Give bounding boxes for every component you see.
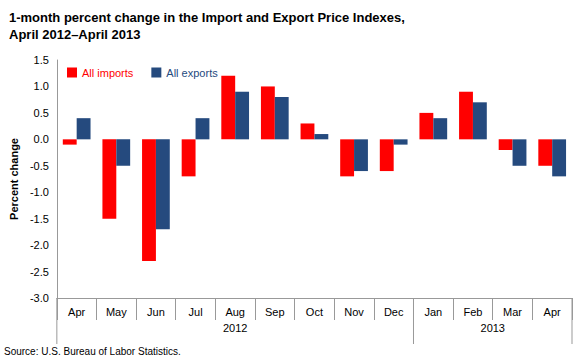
svg-text:Percent change: Percent change <box>8 138 20 220</box>
svg-text:2013: 2013 <box>481 322 505 334</box>
svg-text:Nov: Nov <box>344 306 364 318</box>
svg-text:Oct: Oct <box>306 306 323 318</box>
svg-text:Jun: Jun <box>147 306 165 318</box>
svg-text:0.5: 0.5 <box>34 107 49 119</box>
svg-text:-2.0: -2.0 <box>30 239 49 251</box>
svg-text:Jan: Jan <box>424 306 442 318</box>
svg-text:Feb: Feb <box>463 306 482 318</box>
svg-text:-1.5: -1.5 <box>30 213 49 225</box>
svg-text:-2.5: -2.5 <box>30 266 49 278</box>
svg-text:Sep: Sep <box>265 306 285 318</box>
svg-text:1.0: 1.0 <box>34 80 49 92</box>
svg-text:Apr: Apr <box>544 306 561 318</box>
svg-text:1-month percent change in the: 1-month percent change in the Import and… <box>9 10 405 25</box>
svg-text:Dec: Dec <box>384 306 404 318</box>
svg-text:Jul: Jul <box>189 306 203 318</box>
svg-text:Source: U.S. Bureau of Labor S: Source: U.S. Bureau of Labor Statistics. <box>4 346 181 357</box>
svg-text:Aug: Aug <box>225 306 245 318</box>
svg-text:-0.5: -0.5 <box>30 160 49 172</box>
svg-text:May: May <box>106 306 127 318</box>
svg-text:All exports: All exports <box>166 67 218 79</box>
svg-text:2012: 2012 <box>223 322 247 334</box>
svg-text:-3.0: -3.0 <box>30 292 49 304</box>
svg-text:-1.0: -1.0 <box>30 186 49 198</box>
svg-text:April 2012–April 2013: April 2012–April 2013 <box>9 27 141 42</box>
svg-text:Apr: Apr <box>68 306 85 318</box>
svg-text:All imports: All imports <box>82 67 134 79</box>
svg-text:0.0: 0.0 <box>34 133 49 145</box>
svg-text:Mar: Mar <box>503 306 522 318</box>
svg-text:1.5: 1.5 <box>34 54 49 66</box>
